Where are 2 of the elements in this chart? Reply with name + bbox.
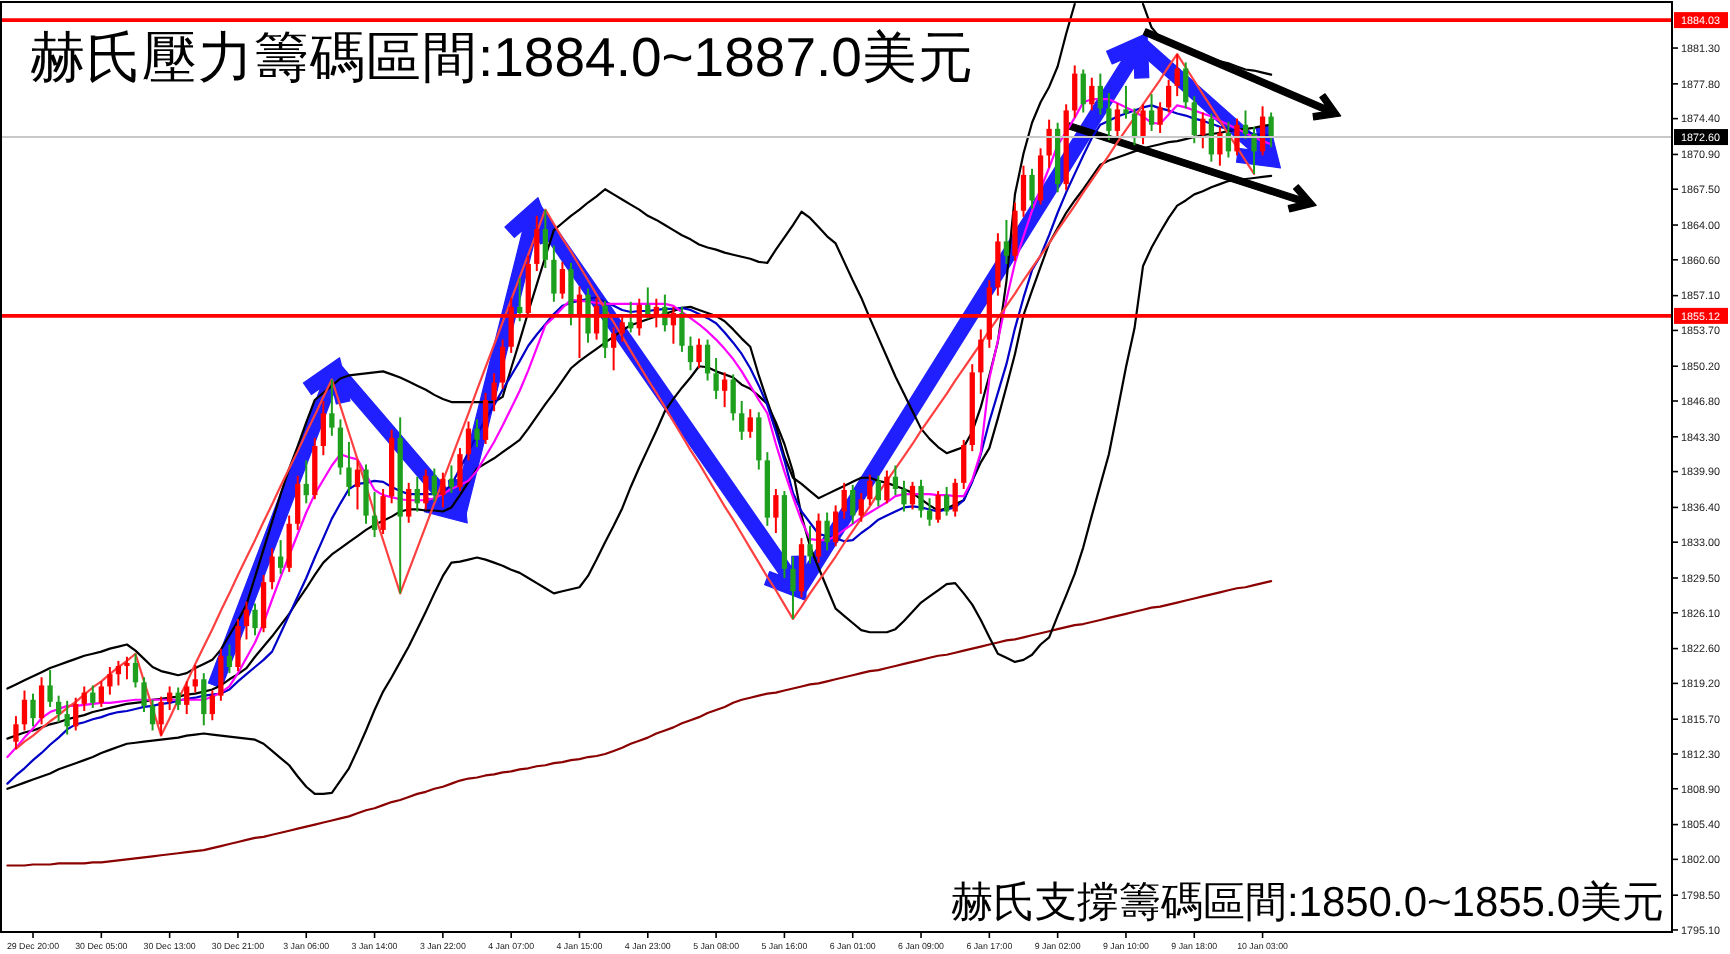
- annotation: 赫氏支撐籌碼區間:1850.0~1855.0美元: [950, 880, 1664, 926]
- title: 赫氏壓力籌碼區間:1884.0~1887.0美元: [30, 26, 974, 88]
